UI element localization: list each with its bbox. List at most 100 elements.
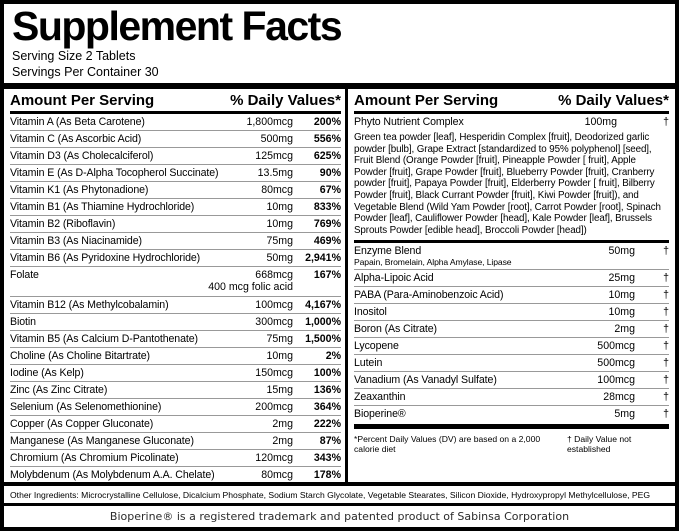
serving-size: Serving Size 2 Tablets: [12, 48, 136, 63]
right-nutrient-rows: Enzyme Blend Papain, Bromelain, Alpha Amy…: [354, 243, 669, 422]
nutrient-row: Zeaxanthin 28mcg †: [354, 388, 669, 405]
nutrient-row: Vitamin A (As Beta Carotene) 1,800mcg 200%: [10, 114, 341, 130]
nutrient-name: Vitamin D3 (As Cholecalciferol): [10, 150, 154, 163]
nutrient-row: Vitamin B3 (As Niacinamide) 75mg 469%: [10, 232, 341, 249]
nutrient-amount: 500mcg: [597, 340, 635, 353]
facts-columns: Amount Per Serving % Daily Values* Vitam…: [4, 89, 675, 483]
nutrient-row: Vitamin B5 (As Calcium D-Pantothenate) 75…: [10, 330, 341, 347]
nutrient-row: Alpha-Lipoic Acid 25mg †: [354, 269, 669, 286]
nutrient-amount: 200mcg: [255, 401, 293, 414]
nutrient-amount: 100mcg: [597, 374, 635, 387]
nutrient-row: Chromium (As Chromium Picolinate) 120mcg 3…: [10, 449, 341, 466]
nutrient-row: Copper (As Copper Gluconate) 2mg 222%: [10, 415, 341, 432]
nutrient-dv: †: [663, 245, 669, 258]
right-daily-values-header: % Daily Values*: [558, 92, 669, 110]
nutrient-name: Vitamin K1 (As Phytonadione): [10, 184, 149, 197]
nutrient-name: Alpha-Lipoic Acid: [354, 272, 434, 285]
nutrient-dv: 136%: [313, 384, 341, 397]
trademark-notice: Bioperine® is a registered trademark and…: [4, 503, 675, 527]
nutrient-dv: 87%: [319, 435, 341, 448]
nutrient-amount: 668mcg: [255, 269, 293, 282]
left-daily-values-header: % Daily Values*: [230, 92, 341, 110]
nutrient-name: Vitamin B2 (Riboflavin): [10, 218, 116, 231]
nutrient-name: Inositol: [354, 306, 387, 319]
nutrient-dv: †: [663, 408, 669, 421]
nutrient-dv: 167%: [313, 269, 341, 282]
nutrient-amount: 2mg: [272, 418, 293, 431]
nutrient-dv: 200%: [313, 116, 341, 129]
nutrient-row: Bioperine® 5mg †: [354, 405, 669, 422]
right-column-header: Amount Per Serving % Daily Values*: [354, 89, 669, 115]
nutrient-dv: 1,500%: [305, 333, 341, 346]
phyto-complex-description: Green tea powder [leaf], Hesperidin Comp…: [354, 130, 669, 244]
nutrient-amount: 300mcg: [255, 316, 293, 329]
nutrient-name: Chromium (As Chromium Picolinate): [10, 452, 179, 465]
nutrient-sub-amount: 400 mcg folic acid: [208, 281, 293, 294]
nutrient-amount: 2mg: [272, 435, 293, 448]
nutrient-row: Vanadium (As Vanadyl Sulfate) 100mcg †: [354, 371, 669, 388]
servings-per-container: Servings Per Container 30: [12, 65, 159, 80]
nutrient-row: Iodine (As Kelp) 150mcg 100%: [10, 364, 341, 381]
nutrient-dv: 1,000%: [305, 316, 341, 329]
label-header: Supplement Facts Serving Size 2 Tablets …: [4, 4, 675, 80]
nutrient-name: Vitamin B3 (As Niacinamide): [10, 235, 142, 248]
nutrient-amount: 125mcg: [255, 150, 293, 163]
nutrient-name: Vitamin E (As D-Alpha Tocopherol Succina…: [10, 167, 219, 180]
nutrient-amount: 13.5mg: [257, 167, 293, 180]
nutrient-name: Vanadium (As Vanadyl Sulfate): [354, 374, 497, 387]
footnotes: *Percent Daily Values (DV) are based on …: [354, 429, 669, 454]
nutrient-row: Vitamin D3 (As Cholecalciferol) 125mcg 625…: [10, 147, 341, 164]
nutrient-amount: 10mg: [266, 350, 294, 363]
nutrient-amount: 500mcg: [597, 357, 635, 370]
nutrient-amount: 75mg: [266, 333, 294, 346]
nutrient-row: Biotin 300mcg 1,000%: [10, 313, 341, 330]
dv-not-established-footnote: † Daily Value not established: [566, 434, 632, 455]
nutrient-amount: 50mg: [608, 245, 636, 258]
nutrient-name: Folate: [10, 269, 39, 282]
nutrient-name: PABA (Para-Aminobenzoic Acid): [354, 289, 504, 302]
nutrient-dv: †: [663, 374, 669, 387]
nutrient-row: Choline (As Choline Bitartrate) 10mg 2%: [10, 347, 341, 364]
nutrient-name: Zinc (As Zinc Citrate): [10, 384, 108, 397]
nutrient-amount: 100mcg: [255, 299, 293, 312]
nutrient-dv: 343%: [313, 452, 341, 465]
nutrient-dv: †: [663, 340, 669, 353]
nutrient-name: Vitamin C (As Ascorbic Acid): [10, 133, 142, 146]
nutrient-dv: 178%: [313, 469, 341, 482]
nutrient-name: Vitamin A (As Beta Carotene): [10, 116, 145, 129]
nutrient-dv: †: [663, 323, 669, 336]
phyto-nutrient-complex-row: Phyto Nutrient Complex 100mg †: [354, 114, 669, 130]
nutrient-components: Papain, Bromelain, Alpha Amylase, Lipase: [354, 257, 512, 268]
nutrient-name: Manganese (As Manganese Gluconate): [10, 435, 194, 448]
header-divider-bar: [4, 83, 675, 90]
nutrient-amount: 2mg: [614, 323, 635, 336]
nutrient-row: PABA (Para-Aminobenzoic Acid) 10mg †: [354, 286, 669, 303]
right-footer-bar: [354, 424, 669, 430]
nutrient-name: Enzyme Blend: [354, 245, 422, 258]
nutrient-name: Zeaxanthin: [354, 391, 406, 404]
percent-dv-footnote: *Percent Daily Values (DV) are based on …: [354, 434, 541, 455]
nutrient-amount: 120mcg: [255, 452, 293, 465]
nutrient-dv: 2%: [325, 350, 341, 363]
nutrient-amount: 10mg: [608, 289, 636, 302]
nutrient-amount: 10mg: [266, 201, 294, 214]
nutrient-row: Selenium (As Selenomethionine) 200mcg 364%: [10, 398, 341, 415]
nutrient-dv: †: [663, 391, 669, 404]
nutrient-name: Choline (As Choline Bitartrate): [10, 350, 150, 363]
nutrient-name: Vitamin B12 (As Methylcobalamin): [10, 299, 169, 312]
other-ingredients: Other Ingredients: Microcrystalline Cell…: [4, 482, 675, 503]
nutrient-row: Vitamin B12 (As Methylcobalamin) 100mcg 4,…: [10, 296, 341, 313]
nutrient-row: Vitamin K1 (As Phytonadione) 80mcg 67%: [10, 181, 341, 198]
left-nutrient-rows: Vitamin A (As Beta Carotene) 1,800mcg 200%…: [10, 114, 341, 482]
nutrient-dv: †: [663, 289, 669, 302]
nutrient-row: Manganese (As Manganese Gluconate) 2mg 87%: [10, 432, 341, 449]
nutrient-name: Vitamin B6 (As Pyridoxine Hydrochloride): [10, 252, 201, 265]
nutrient-dv: 222%: [313, 418, 341, 431]
nutrient-name: Biotin: [10, 316, 36, 329]
nutrient-amount: 10mg: [266, 218, 294, 231]
nutrient-dv: †: [663, 116, 669, 129]
nutrient-dv: 625%: [313, 150, 341, 163]
nutrient-amount: 80mcg: [261, 469, 293, 482]
nutrient-amount: 500mg: [260, 133, 293, 146]
